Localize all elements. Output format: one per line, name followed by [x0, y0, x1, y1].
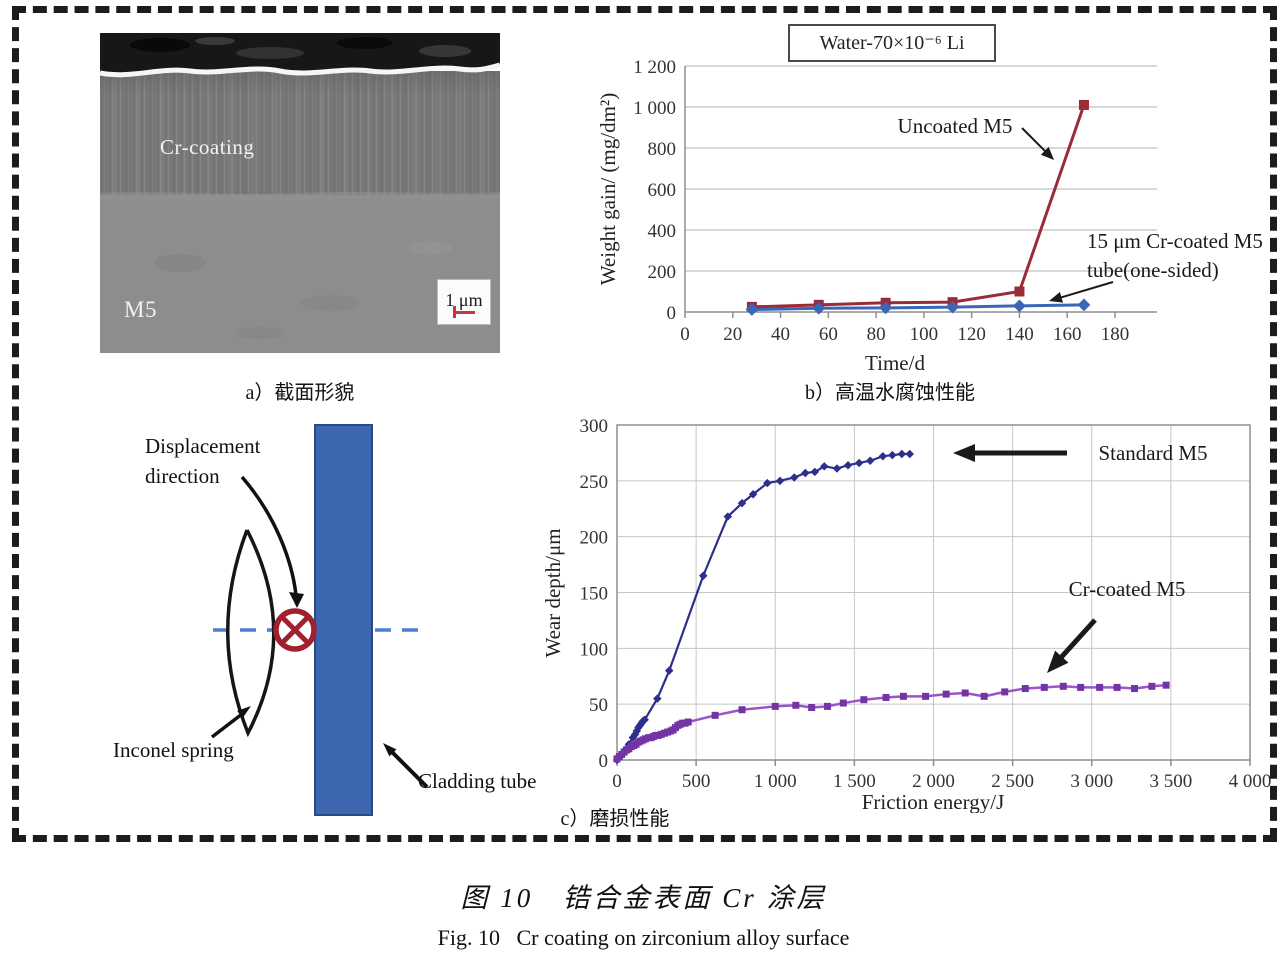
caption-panel-c: c）磨损性能: [560, 808, 670, 830]
xtick-label: 1 500: [833, 771, 876, 792]
displacement-label-line2: direction: [145, 464, 220, 489]
annotation-arrow: [1054, 281, 1114, 301]
xtick-label: 0: [680, 324, 690, 345]
sem-substrate-region: [100, 183, 500, 353]
xtick-label: 120: [957, 324, 986, 345]
caption-panel-b: b）高温水腐蚀性能: [805, 382, 975, 404]
x-axis-label: Friction energy/J: [862, 790, 1005, 813]
inconel-spring-shape: [226, 529, 276, 738]
displacement-direction-arrow: [240, 475, 304, 608]
wear-chart: 0 50 100 150 200 250 300 0 500 1 000 1 500 2 000 2 5…: [541, 416, 1272, 813]
annotation-label: Uncoated M5: [898, 114, 1013, 138]
sem-mount-band: [100, 33, 500, 78]
annotation-label: tube(one-sided): [1087, 258, 1219, 282]
spring-pointer-arrow: [210, 706, 251, 739]
ytick-label: 800: [648, 139, 677, 160]
annotation-arrowhead: [1049, 292, 1064, 303]
y-axis-label: Wear depth/μm: [541, 528, 565, 657]
ytick-label: 600: [648, 180, 677, 201]
caption-panel-a: a）截面形貌: [245, 382, 355, 404]
xtick-label: 500: [682, 771, 711, 792]
fretting-test-diagram: [210, 424, 429, 816]
annotation-label: 15 μm Cr-coated M5: [1087, 229, 1263, 253]
ytick-label: 0: [667, 303, 677, 324]
xtick-label: 2 500: [991, 771, 1034, 792]
scale-bar-rule: [453, 310, 475, 314]
ytick-label: 200: [580, 528, 609, 549]
annotation-arrowhead: [953, 444, 975, 462]
x-axis-label: Time/d: [865, 351, 925, 375]
annotation-arrowhead: [1047, 650, 1069, 673]
scale-bar: 1 μm: [437, 279, 491, 325]
xtick-label: 40: [771, 324, 790, 345]
annotation-label: Standard M5: [1098, 441, 1207, 465]
xtick-label: 4 000: [1229, 771, 1272, 792]
sem-substrate-label: M5: [124, 297, 157, 322]
cladding-tube-label: Cladding tube: [418, 769, 537, 793]
sem-image-canvas: [100, 33, 500, 353]
xtick-label: 0: [612, 771, 622, 792]
ytick-label: 150: [580, 584, 609, 605]
displacement-label-line1: Displacement: [145, 434, 261, 458]
annotation-arrowhead: [1040, 146, 1054, 160]
ytick-label: 0: [599, 751, 609, 772]
tube-pointer-arrow: [383, 743, 429, 789]
sem-coating-region: [100, 71, 500, 201]
ytick-label: 300: [580, 416, 609, 437]
coating-substrate-interface: [100, 192, 500, 201]
sem-micrograph: Cr-coating M5 1 μm: [100, 33, 500, 353]
figure-caption-en: Fig. 10 Cr coating on zirconium alloy su…: [437, 925, 850, 950]
figure-dashed-border: [12, 6, 1277, 842]
ytick-label: 250: [580, 472, 609, 493]
ytick-label: 200: [648, 262, 677, 283]
series-cr-coated-m5: [613, 681, 1170, 763]
y-axis-label: Weight gain/ (mg/dm²): [596, 93, 620, 285]
xtick-label: 140: [1005, 324, 1034, 345]
contact-cross-circle: [273, 608, 317, 652]
xtick-label: 3 000: [1070, 771, 1113, 792]
sem-coating-label: Cr-coating: [160, 135, 255, 159]
cladding-tube-shape: [314, 424, 373, 816]
scale-bar-line: [453, 306, 475, 318]
scale-bar-endcap: [453, 306, 456, 318]
xtick-label: 3 500: [1150, 771, 1193, 792]
ytick-label: 400: [648, 221, 677, 242]
ytick-label: 1 200: [633, 57, 676, 78]
corrosion-chart: 0 200 400 600 800 1 000 1 200 0 20 40 60 80 100 120 14…: [596, 57, 1263, 375]
condition-box: Water-70×10⁻⁶ Li: [788, 24, 996, 62]
xtick-label: 1 000: [754, 771, 797, 792]
xtick-label: 160: [1053, 324, 1082, 345]
xtick-label: 180: [1101, 324, 1130, 345]
ytick-label: 1 000: [633, 98, 676, 119]
scale-bar-label: 1 μm: [445, 289, 483, 310]
ytick-label: 50: [589, 695, 608, 716]
inconel-spring-label: Inconel spring: [113, 738, 234, 762]
ytick-label: 100: [580, 639, 609, 660]
series-standard-m5: [612, 449, 915, 765]
xtick-label: 20: [723, 324, 742, 345]
figure-caption-zh: 图 10 锆合金表面 Cr 涂层: [460, 883, 827, 913]
xtick-label: 80: [867, 324, 886, 345]
annotation-label: Cr-coated M5: [1069, 577, 1186, 601]
xtick-label: 100: [910, 324, 939, 345]
displacement-direction-label: Displacement direction: [145, 431, 260, 492]
xtick-label: 60: [819, 324, 838, 345]
xtick-label: 2 000: [912, 771, 955, 792]
coating-top-bright-edge: [100, 62, 500, 78]
